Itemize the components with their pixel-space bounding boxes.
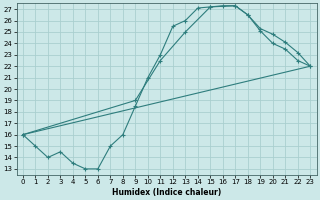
X-axis label: Humidex (Indice chaleur): Humidex (Indice chaleur) bbox=[112, 188, 221, 197]
